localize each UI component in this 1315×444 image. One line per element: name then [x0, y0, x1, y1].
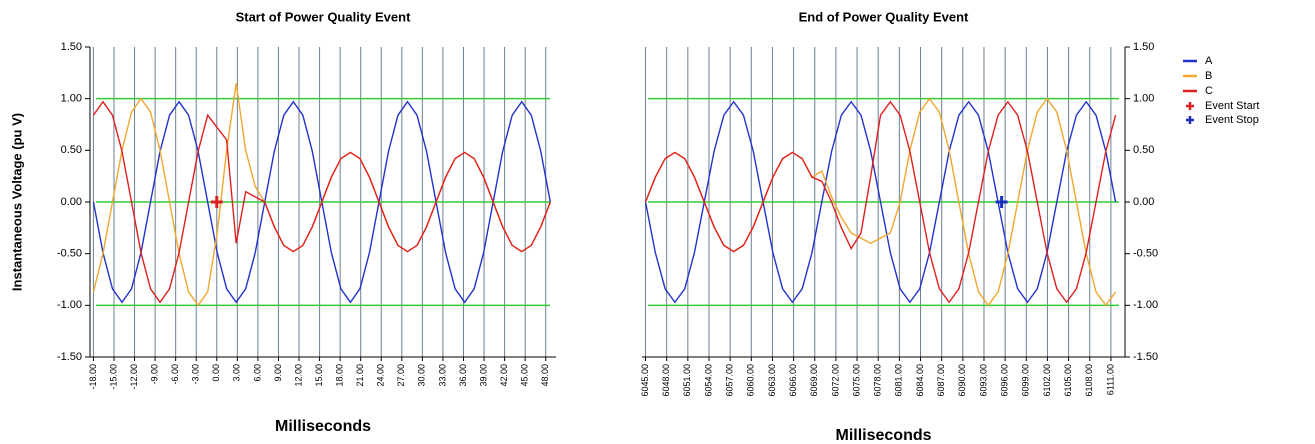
x-tick-label: 27.00 — [396, 364, 406, 387]
y-tick-label: 1.50 — [1133, 41, 1154, 53]
x-tick-label: 6093.00 — [978, 364, 988, 397]
x-tick-label: 6078.00 — [873, 364, 883, 397]
y-tick-label: -1.00 — [57, 299, 82, 311]
x-tick-label: -6.00 — [170, 364, 180, 385]
series-line — [644, 100, 1117, 304]
x-tick-label: 0.00 — [211, 364, 221, 382]
x-tick-label: 30.00 — [417, 364, 427, 387]
x-tick-label: 6081.00 — [894, 364, 904, 397]
y-tick-label: 0.50 — [1133, 144, 1154, 156]
y-tick-label: 1.00 — [61, 93, 82, 105]
x-tick-label: 6066.00 — [788, 364, 798, 397]
x-tick-label: 33.00 — [437, 364, 447, 387]
x-tick-label: -12.00 — [129, 364, 139, 390]
x-tick-label: 3.00 — [232, 364, 242, 382]
x-tick-label: -3.00 — [191, 364, 201, 385]
y-tick-label: 0.00 — [1133, 196, 1154, 208]
legend-swatch — [1186, 116, 1194, 124]
x-tick-label: 6069.00 — [809, 364, 819, 397]
x-tick-label: 6057.00 — [725, 364, 735, 397]
x-tick-label: -9.00 — [149, 364, 159, 385]
y-tick-label: -1.00 — [1133, 299, 1158, 311]
legend-label: Event Stop — [1205, 114, 1259, 126]
x-tick-label: 18.00 — [335, 364, 345, 387]
x-tick-label: 6105.00 — [1063, 364, 1073, 397]
legend-swatch — [1186, 102, 1194, 110]
chart-title: End of Power Quality Event — [799, 9, 969, 24]
x-tick-label: 6051.00 — [682, 364, 692, 397]
legend-label: B — [1205, 70, 1212, 82]
x-tick-label: 6072.00 — [830, 364, 840, 397]
y-tick-label: -0.50 — [57, 248, 82, 260]
x-tick-label: 15.00 — [314, 364, 324, 387]
x-tick-label: 6060.00 — [746, 364, 756, 397]
x-tick-label: 6054.00 — [703, 364, 713, 397]
x-tick-label: 36.00 — [458, 364, 468, 387]
y-tick-label: -0.50 — [1133, 248, 1158, 260]
event-marker — [995, 196, 1008, 208]
legend-label: Event Start — [1205, 100, 1259, 112]
x-tick-label: 12.00 — [293, 364, 303, 387]
x-tick-label: 6075.00 — [851, 364, 861, 397]
x-tick-label: 45.00 — [520, 364, 530, 387]
legend-label: C — [1205, 85, 1213, 97]
x-tick-label: 6096.00 — [1000, 364, 1010, 397]
x-tick-label: 48.00 — [540, 364, 550, 387]
x-tick-label: 6048.00 — [661, 364, 671, 397]
series-line — [644, 100, 1117, 304]
legend-label: A — [1205, 55, 1213, 67]
x-tick-label: -15.00 — [108, 364, 118, 390]
series-line — [92, 83, 551, 307]
x-axis-label: Milliseconds — [275, 418, 371, 435]
y-tick-label: 1.50 — [61, 41, 82, 53]
y-tick-label: 0.50 — [61, 144, 82, 156]
x-tick-label: 24.00 — [376, 364, 386, 387]
y-tick-label: -1.50 — [1133, 351, 1158, 363]
x-tick-label: 42.00 — [499, 364, 509, 387]
event-marker — [210, 196, 223, 208]
x-tick-label: -18.00 — [88, 364, 98, 390]
x-tick-label: 6063.00 — [767, 364, 777, 397]
series-line — [92, 100, 551, 304]
x-tick-label: 6045.00 — [640, 364, 650, 397]
x-axis-label: Milliseconds — [835, 427, 931, 444]
x-tick-label: 6099.00 — [1021, 364, 1031, 397]
y-tick-label: 1.00 — [1133, 93, 1154, 105]
x-tick-label: 9.00 — [273, 364, 283, 382]
x-tick-label: 6087.00 — [936, 364, 946, 397]
x-tick-label: 39.00 — [478, 364, 488, 387]
y-tick-label: 0.00 — [61, 196, 82, 208]
x-tick-label: 6090.00 — [957, 364, 967, 397]
y-tick-label: -1.50 — [57, 351, 82, 363]
x-tick-label: 6.00 — [252, 364, 262, 382]
chart-title: Start of Power Quality Event — [236, 9, 411, 24]
x-tick-label: 6108.00 — [1084, 364, 1094, 397]
y-axis-label: Instantaneous Voltage (pu V) — [9, 113, 24, 291]
x-tick-label: 6102.00 — [1042, 364, 1052, 397]
x-tick-label: 6084.00 — [915, 364, 925, 397]
x-tick-label: 6111.00 — [1105, 364, 1115, 395]
x-tick-label: 21.00 — [355, 364, 365, 387]
